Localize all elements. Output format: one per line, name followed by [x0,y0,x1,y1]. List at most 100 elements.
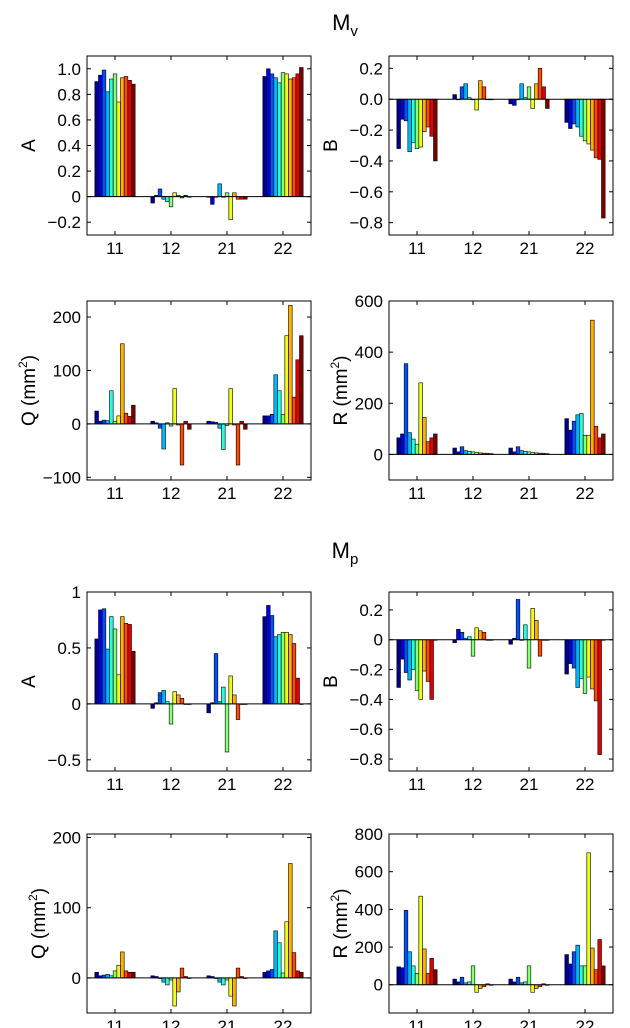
y-tick-label: 200 [355,938,383,957]
x-tick-label: 12 [162,1017,181,1028]
bar [284,631,289,705]
bar [422,639,427,672]
bar [116,415,121,425]
x-tick-label: 11 [106,775,124,794]
bar [590,319,595,455]
y-tick-label: −100 [43,468,81,487]
bar [266,970,271,979]
bar [262,971,267,979]
y-tick-label: 1 [72,583,81,602]
chart-panel: 0 200 400 600 11 12 21 22 R (mm2) [328,292,614,503]
x-tick-label: 11 [408,239,426,258]
bar [396,639,401,688]
x-tick-label: 21 [520,484,539,503]
y-tick-label: 1.0 [57,60,81,79]
bar [120,343,125,425]
bar [273,930,278,979]
bar [474,984,479,993]
bar [105,974,110,979]
bar [545,98,550,109]
y-tick-label: −0.6 [349,720,383,739]
group-title: Mp [332,538,359,568]
bar [98,74,103,197]
bar [150,703,155,709]
bar [235,703,241,720]
bar [172,977,177,1007]
bar [291,952,297,979]
bar [400,639,405,660]
bar [291,396,297,425]
bar [452,94,457,100]
bar [575,98,580,128]
bar [459,86,465,100]
bar [403,639,409,673]
bar [277,634,282,705]
bar [127,624,132,705]
bar [597,939,602,986]
bar [157,188,163,197]
bar [396,98,401,149]
bar [210,196,215,205]
bar [459,446,465,455]
bar [512,98,517,106]
bar [284,73,289,197]
x-tick-label: 21 [218,239,237,258]
x-tick-label: 21 [218,1017,237,1028]
x-tick-label: 12 [464,484,483,503]
bar [459,631,465,641]
y-axis-label: A [19,675,40,688]
bar [206,703,211,714]
bar [425,973,431,986]
bar [235,967,241,979]
bar [582,639,588,694]
bar [176,694,181,705]
y-tick-label: −0.5 [47,751,81,770]
x-tick-label: 22 [576,484,595,503]
bar [116,964,121,979]
y-tick-label: 200 [355,394,383,413]
bar [590,98,595,151]
bar [280,631,286,705]
bar [575,414,580,455]
bar [582,965,588,986]
bar [127,971,132,979]
bar [295,970,300,979]
y-tick-label: 0.4 [57,137,81,156]
x-tick-label: 21 [218,484,237,503]
bar [407,951,412,986]
bar [564,418,569,455]
bar [478,630,483,641]
bar [277,942,282,979]
x-tick-label: 11 [408,1017,426,1028]
x-tick-label: 21 [520,239,539,258]
bar [418,382,423,455]
bar [418,98,423,148]
bar [433,433,438,455]
x-tick-label: 11 [106,1017,124,1028]
bar [571,420,577,455]
bar [299,971,304,979]
bar [288,78,293,197]
bar [105,648,110,705]
bar [266,605,271,705]
bar [161,423,166,450]
bar [508,98,513,105]
bar [534,620,539,641]
y-tick-label: 0.8 [57,85,81,104]
bar [273,77,278,197]
y-tick-label: −0.8 [349,214,383,233]
bar [266,415,271,425]
bar [161,977,166,983]
bar [280,413,286,425]
bar [172,192,177,197]
bar [601,98,606,219]
bar [228,388,233,425]
y-tick-label: −0.2 [47,213,81,232]
bar [523,624,528,641]
bar [579,98,584,137]
bar [515,446,521,455]
x-tick-label: 21 [218,775,237,794]
bar [530,608,535,641]
chart-panel: −100 0 100 200 11 12 21 22 Q (mm2) [16,300,312,503]
